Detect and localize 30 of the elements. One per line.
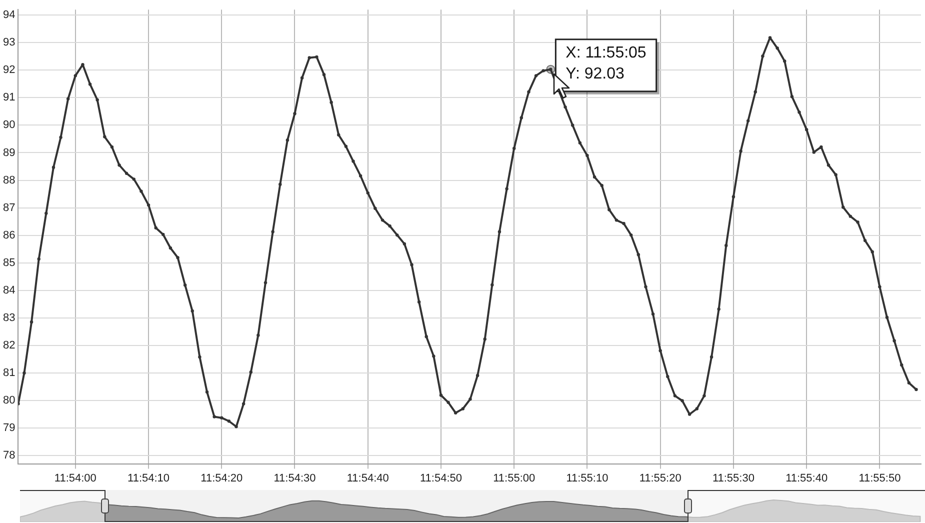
annotation: X: 11:55:05 Y: 92.03 [566,44,646,83]
y-tick-label: 93 [2,36,16,49]
y-tick-label: 83 [2,312,16,324]
x-tick-label: 11:55:40 [786,472,828,484]
x-tick-label: 11:54:30 [274,472,316,484]
y-tick-label: 86 [2,229,16,242]
y-tick-label: 89 [2,146,16,159]
y-tick-label: 87 [2,202,16,214]
y-tick-label: 79 [2,422,16,434]
x-tick-label: 11:54:50 [420,472,462,484]
x-tick-label: 11:54:20 [200,472,243,484]
x-tick-label: 11:54:10 [128,472,170,484]
y-tick-label: 88 [2,174,16,186]
y-tick-label: 90 [2,119,16,132]
y-tick-label: 94 [2,9,16,22]
y-tick-label: 80 [2,394,16,407]
x-tick-label: 11:54:40 [346,472,389,484]
y-tick-label: 78 [2,450,16,462]
y-tick-label: 92 [2,64,16,76]
y-tick-label: 82 [2,339,16,352]
x-tick-label: 11:55:10 [566,472,608,484]
x-tick-label: 11:55:00 [493,472,536,484]
x-tick-label: 11:54:00 [54,472,96,484]
y-tick-label: 85 [2,256,16,269]
x-tick-label: 11:55:20 [639,472,682,484]
x-tick-label: 11:55:30 [712,472,754,484]
y-tick-label: 81 [2,366,16,379]
y-tick-label: 91 [2,92,16,104]
y-tick-label: 84 [2,284,16,296]
x-tick-label: 11:55:50 [858,472,901,484]
